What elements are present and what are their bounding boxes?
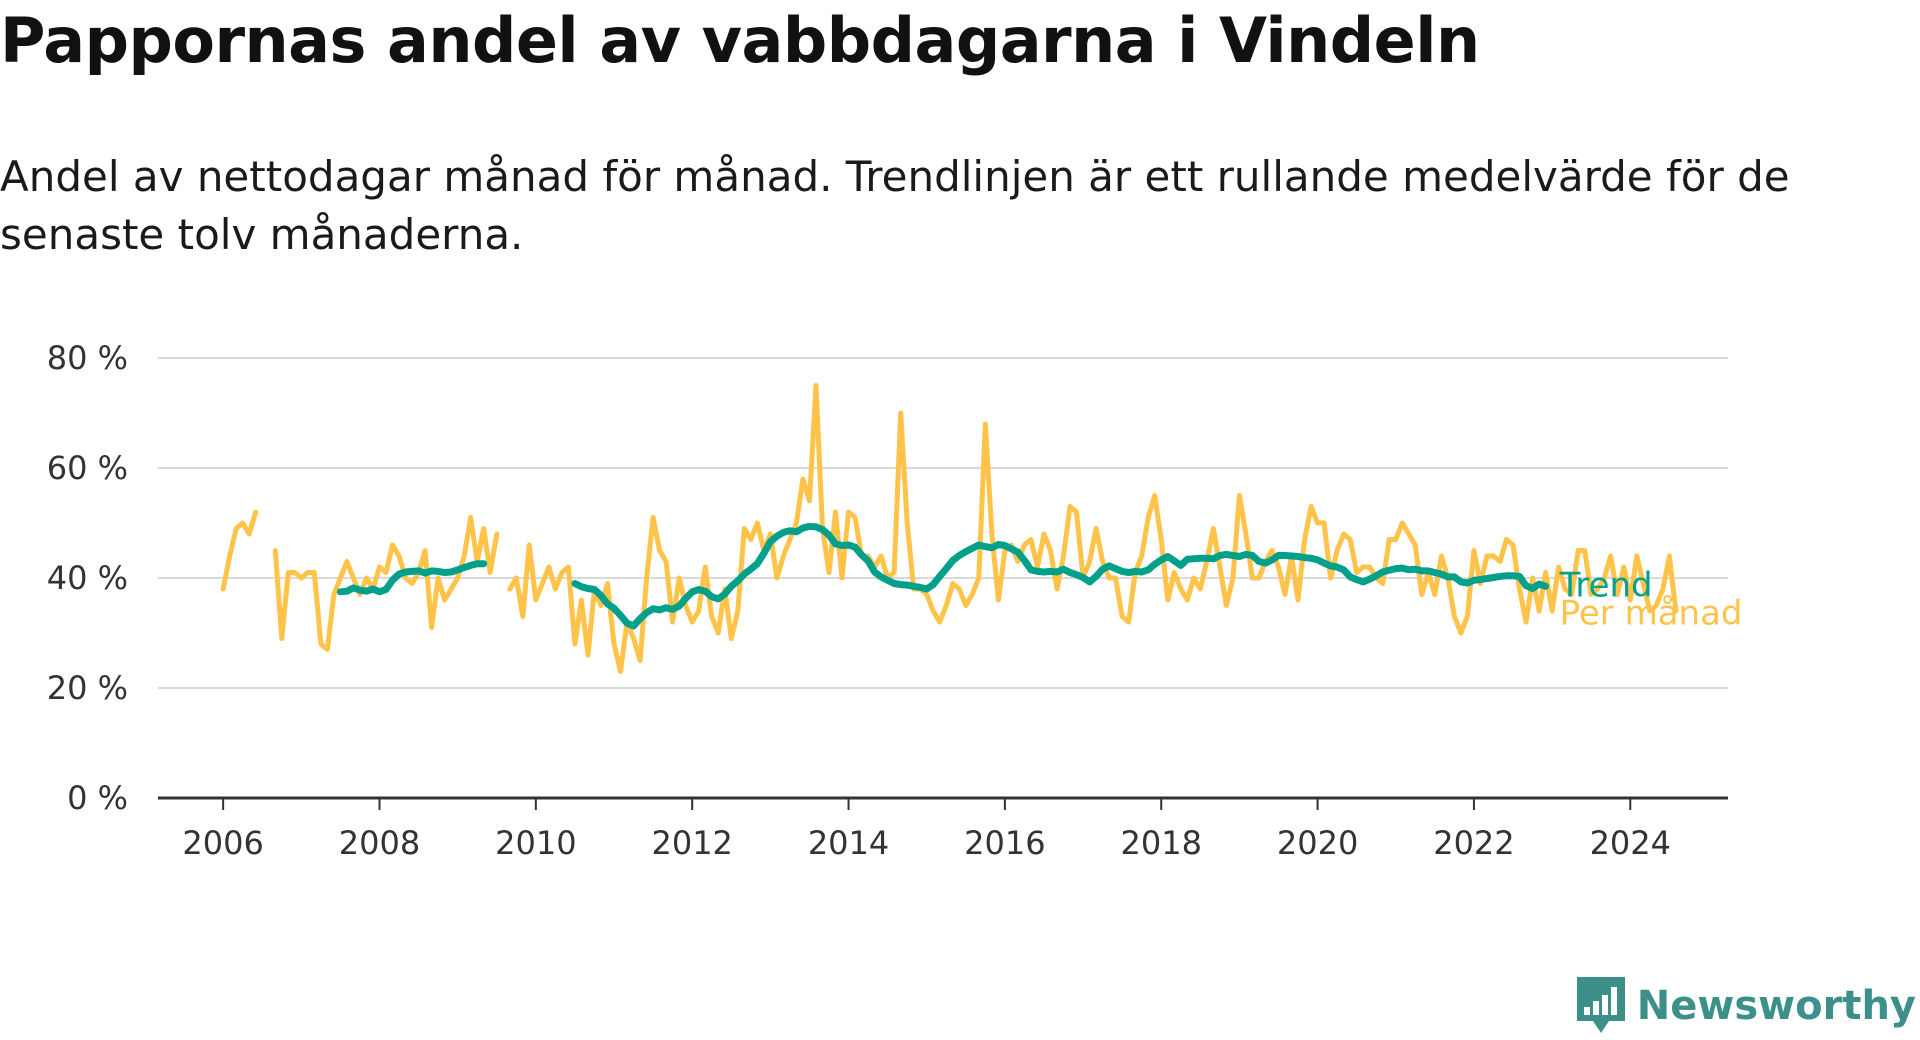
- x-tick-label: 2006: [182, 824, 263, 862]
- x-tick-label: 2012: [651, 824, 732, 862]
- trend-series-label: Trend: [1559, 565, 1653, 605]
- trend-series-line: [336, 560, 488, 596]
- y-tick-label: 40 %: [47, 559, 128, 597]
- x-tick-label: 2022: [1433, 824, 1514, 862]
- x-tick-label: 2008: [339, 824, 420, 862]
- y-tick-label: 0 %: [67, 779, 128, 817]
- chart-title: Pappornas andel av vabbdagarna i Vindeln: [0, 4, 1480, 77]
- x-tick-label: 2020: [1277, 824, 1358, 862]
- chart-subtitle: Andel av nettodagar månad för månad. Tre…: [0, 152, 1790, 259]
- x-tick-label: 2010: [495, 824, 576, 862]
- y-tick-label: 20 %: [47, 669, 128, 707]
- newsworthy-logo-icon: [1576, 977, 1625, 1033]
- newsworthy-logo-text: Newsworthy: [1636, 983, 1916, 1029]
- monthly-series-label: Per månad: [1560, 593, 1743, 633]
- x-tick-label: 2018: [1121, 824, 1202, 862]
- x-tick-label: 2024: [1590, 824, 1671, 862]
- x-tick-label: 2014: [808, 824, 889, 862]
- trend-series-line: [571, 522, 1550, 630]
- newsworthy-logo: Newsworthy: [1575, 974, 1916, 1038]
- monthly-series-line: [220, 509, 259, 592]
- y-tick-label: 80 %: [47, 339, 128, 377]
- monthly-series-line: [507, 383, 1679, 674]
- y-tick-label: 60 %: [47, 449, 128, 487]
- x-tick-label: 2016: [964, 824, 1045, 862]
